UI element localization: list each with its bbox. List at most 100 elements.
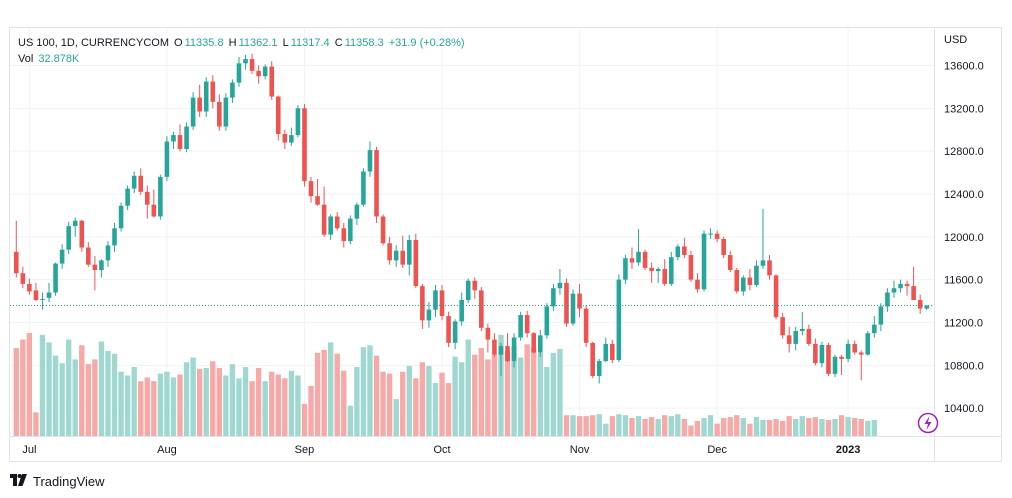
close-label: C (334, 37, 343, 49)
volume-bar (865, 420, 871, 436)
price-tick-label: 12000.0 (944, 232, 984, 244)
candle-body (603, 343, 609, 362)
candle (459, 292, 464, 326)
candle-body (354, 204, 360, 219)
candle (636, 229, 641, 266)
volume-bar (157, 373, 164, 436)
volume-bar (249, 381, 255, 436)
candle-body (623, 258, 628, 280)
volume-bar (531, 347, 537, 436)
volume-bar (275, 374, 281, 436)
candle (793, 326, 799, 351)
volume-bar (668, 416, 674, 436)
candle-body (79, 220, 85, 248)
candle (46, 282, 52, 303)
open-label: O (174, 37, 183, 49)
ohlc-legend[interactable]: US 100, 1D, CURRENCYCOM O 11335.8 H 11362.… (18, 37, 467, 49)
candle (230, 79, 235, 103)
volume-bar (242, 366, 249, 436)
price-axis[interactable]: 10400.0 10800.0 11200.0 11600.0 12000.0 12400… (944, 60, 984, 415)
candle (531, 332, 537, 354)
tradingview-brand[interactable]: TradingView (10, 472, 105, 490)
volume-bar (98, 341, 105, 436)
candle (786, 326, 792, 353)
candle (590, 341, 595, 379)
symbol-title[interactable]: US 100, 1D, CURRENCYCOM (18, 37, 169, 49)
replay-lightning-icon[interactable] (917, 412, 939, 434)
volume-bar (557, 349, 563, 436)
volume-bar (616, 414, 622, 436)
price-tick-label: 10800.0 (944, 360, 984, 372)
volume-bar (190, 357, 196, 436)
volume-bar (334, 353, 340, 436)
candle (898, 279, 903, 293)
time-tick-label: 2023 (836, 444, 860, 456)
volume-bar (203, 367, 209, 436)
volume-bar (314, 352, 321, 436)
time-tick-label: Aug (157, 444, 177, 456)
candle-body (13, 251, 19, 274)
candle-body (885, 292, 890, 307)
volume-bar (498, 334, 504, 436)
volume-legend[interactable]: Vol 32.878K (18, 53, 81, 65)
candle (223, 93, 229, 131)
candle-body (452, 321, 458, 343)
volume-bar (576, 416, 583, 436)
volume-bar (662, 415, 668, 436)
candle (806, 324, 812, 347)
candle-body (479, 290, 484, 328)
candle-body (406, 240, 412, 265)
volume-bar (406, 366, 412, 436)
candle (741, 275, 746, 296)
candle-body (826, 344, 831, 374)
volume-bar (603, 423, 609, 436)
volume-bar (609, 416, 616, 436)
candle-body (236, 63, 242, 83)
volume-bar (354, 366, 360, 436)
candle-body (223, 97, 229, 127)
candle (439, 285, 445, 321)
volume-bar (458, 362, 465, 436)
candle (393, 245, 399, 267)
volume-bar (52, 355, 59, 436)
candle (308, 176, 314, 203)
volume-bar (819, 418, 825, 436)
time-axis[interactable]: Jul Aug Sep Oct Nov Dec 2023 (22, 444, 860, 456)
volume-bar (766, 419, 773, 436)
candle-body (714, 233, 720, 239)
candle (315, 178, 320, 206)
candle-body (616, 279, 622, 360)
volume-bar (347, 405, 354, 436)
candle-body (433, 290, 438, 310)
candle (858, 350, 864, 381)
candle (59, 244, 65, 269)
candle-body (780, 317, 785, 336)
candle (269, 61, 275, 100)
volume-bar (39, 334, 46, 436)
volume-bar (196, 368, 203, 436)
candle-body (682, 246, 687, 256)
candle-body (799, 328, 805, 332)
volume-bar (20, 339, 26, 436)
volume-bar (799, 416, 805, 436)
currency-unit[interactable]: USD (944, 34, 968, 46)
volume-bar (825, 419, 832, 436)
volume-bar (111, 353, 118, 436)
candle (151, 189, 157, 218)
candle-body (485, 327, 491, 340)
volume-bar (570, 415, 576, 436)
volume-bar (589, 415, 596, 436)
candle-body (570, 293, 576, 324)
candle (328, 214, 333, 241)
candle-body (695, 279, 700, 290)
candle-body (400, 250, 406, 265)
volume-bar (216, 367, 223, 436)
candle-body (760, 260, 766, 266)
volume-bar (229, 364, 236, 436)
volume-bar (288, 370, 295, 436)
candle (92, 256, 98, 291)
candle (426, 302, 432, 328)
candle (878, 303, 884, 332)
candle-body (53, 263, 58, 293)
